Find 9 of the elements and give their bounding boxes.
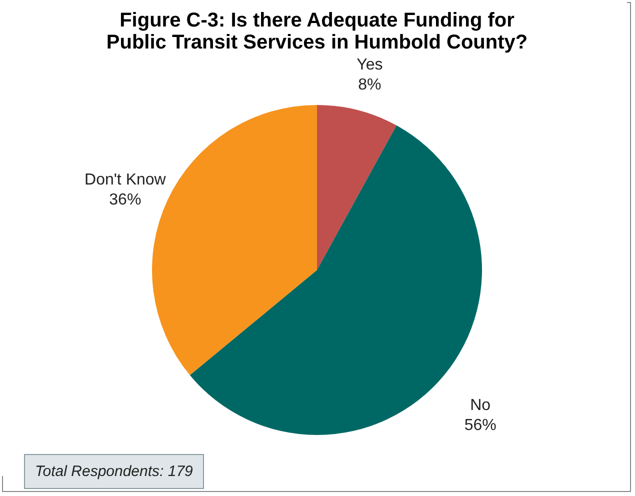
text: Total Respondents: 179: [24, 454, 204, 489]
data-label: 56%: [464, 417, 496, 434]
data-label: 36%: [109, 192, 142, 209]
slice-label: Yes: [356, 56, 383, 74]
data-label: 8%: [358, 76, 382, 94]
pie-slice: [317, 105, 396, 270]
chart-title: Figure C-3: Is there Adequate Funding for Public Transit Services in Humbold County?: [106, 10, 528, 54]
slice-label: Don't Know: [84, 172, 166, 189]
slice-label: No: [470, 397, 491, 414]
